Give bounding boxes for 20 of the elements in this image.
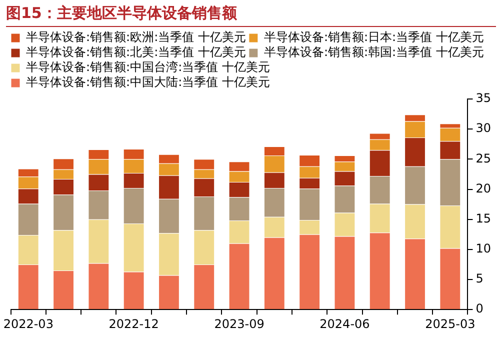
legend-label: 半导体设备:销售额:中国台湾:当季值 十亿美元 [26,60,270,74]
y-tick-label: 10 [476,242,492,256]
y-tick-label: 0 [476,302,484,316]
legend-label: 半导体设备:销售额:中国大陆:当季值 十亿美元 [26,75,270,90]
y-tick-label: 25 [476,151,492,166]
x-tick-label: 2022-12 [108,316,159,331]
legend-label: 半导体设备:销售额:北美:当季值 十亿美元 [26,45,246,60]
x-tick-label: 2022-03 [3,316,54,331]
y-tick-label: 5 [476,272,484,286]
x-tick-label: 2023-09 [214,316,264,331]
x-tick-label: 2025-03 [425,316,476,331]
y-tick-label: 20 [476,181,492,196]
y-tick-label: 35 [476,91,492,106]
legend-label: 半导体设备:销售额:欧洲:当季值 十亿美元 [26,30,246,44]
y-tick-label: 15 [476,211,492,226]
x-tick-label: 2024-06 [320,316,370,331]
y-tick-label: 30 [476,121,492,136]
legend-label: 半导体设备:销售额:韩国:当季值 十亿美元 [264,45,484,60]
chart-title: 图15：主要地区半导体设备销售额 [6,4,496,27]
legend-label: 半导体设备:销售额:日本:当季值 十亿美元 [264,30,484,44]
